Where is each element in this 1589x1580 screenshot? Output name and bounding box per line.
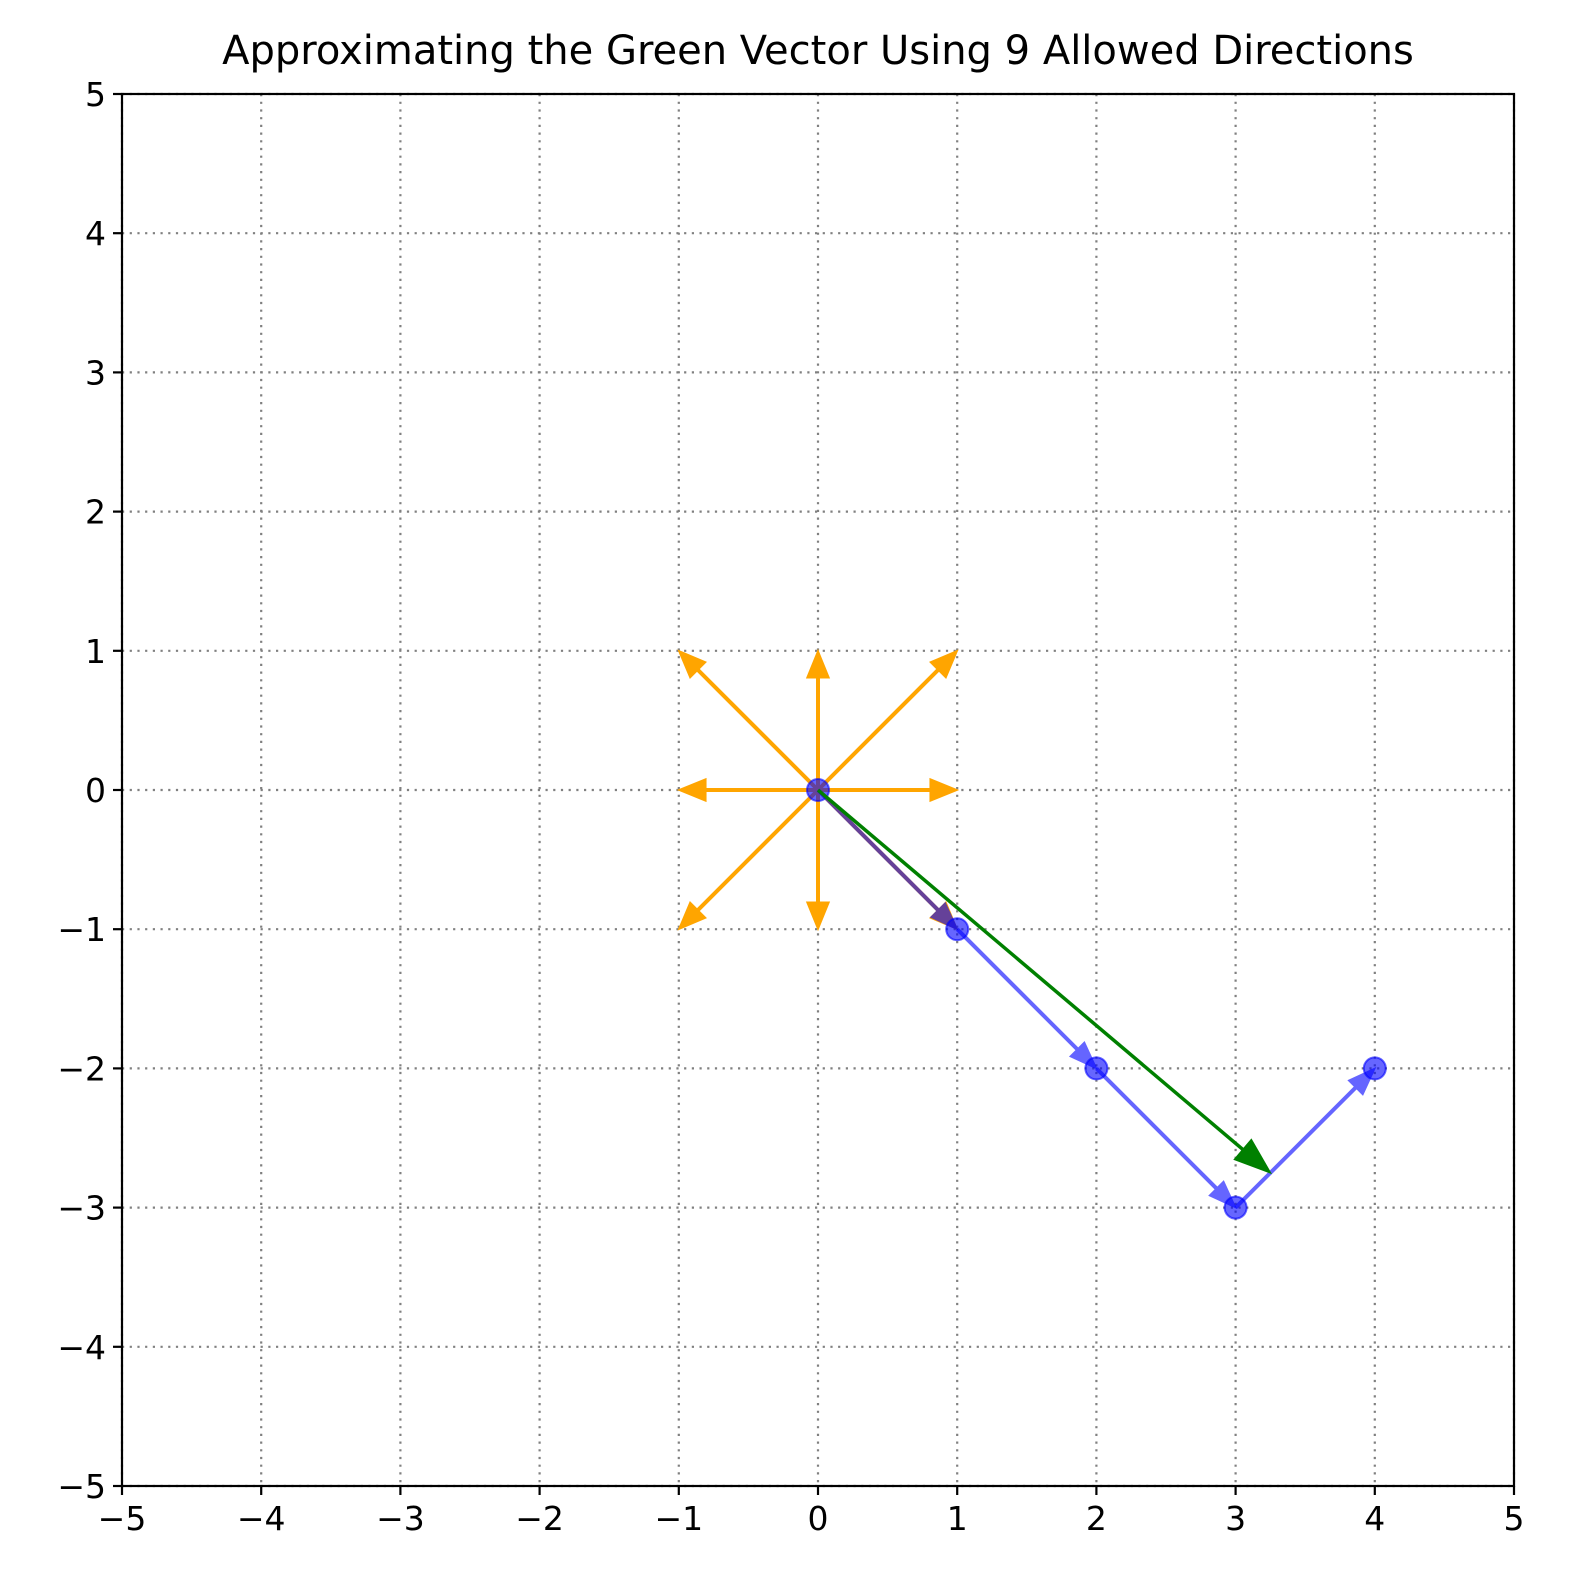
y-tick-label: 0	[85, 771, 106, 810]
allowed-direction-arrow-3	[677, 649, 820, 792]
path-step-arrow-0	[816, 788, 959, 931]
y-tick-label: 3	[85, 353, 106, 392]
y-tick-label: −3	[57, 1189, 106, 1228]
plot-area	[676, 648, 1387, 1220]
x-tick-label: 2	[1086, 1499, 1107, 1538]
x-tick-label: 0	[808, 1499, 829, 1538]
path-point-1	[945, 917, 970, 942]
chart-title: Approximating the Green Vector Using 9 A…	[222, 28, 1414, 74]
path-point-4	[1362, 1056, 1387, 1081]
y-tick-label: 2	[85, 493, 106, 532]
y-tick-label: 1	[85, 632, 106, 671]
x-tick-label: 4	[1364, 1499, 1385, 1538]
axis-ticks: −5 −4 −3 −2 −1 0 1 2 3 4 5 −5 −4 −3 −2 −1 0 1 2 3 4 5	[57, 75, 1524, 1538]
x-tick-label: 1	[947, 1499, 968, 1538]
x-tick-label: 5	[1504, 1499, 1525, 1538]
path-step-arrow-1	[955, 927, 1098, 1070]
path-step-arrow-3	[1234, 1066, 1377, 1210]
allowed-direction-arrow-5	[677, 788, 820, 931]
y-tick-label: 5	[85, 75, 106, 114]
x-tick-label: −3	[376, 1499, 425, 1538]
path-step-arrow-2	[1094, 1066, 1238, 1210]
y-tick-label: −4	[57, 1328, 106, 1367]
x-tick-label: 3	[1225, 1499, 1246, 1538]
allowed-direction-arrow-4	[676, 777, 818, 803]
allowed-direction-arrow-2	[805, 648, 831, 790]
y-tick-label: −5	[57, 1467, 106, 1506]
path-point-3	[1223, 1195, 1248, 1220]
grid-lines	[120, 92, 1516, 1488]
allowed-direction-arrow-0	[818, 777, 960, 803]
target-vector-arrow	[816, 788, 1273, 1175]
x-tick-label: −5	[98, 1499, 147, 1538]
allowed-direction-arrow-1	[816, 649, 959, 792]
y-tick-label: 4	[85, 214, 106, 253]
x-tick-label: −1	[654, 1499, 703, 1538]
x-tick-label: −2	[515, 1499, 564, 1538]
x-tick-label: −4	[237, 1499, 286, 1538]
y-tick-label: −1	[57, 910, 106, 949]
path-point-2	[1084, 1056, 1109, 1081]
allowed-direction-arrow-6	[805, 790, 831, 932]
y-tick-label: −2	[57, 1049, 106, 1088]
